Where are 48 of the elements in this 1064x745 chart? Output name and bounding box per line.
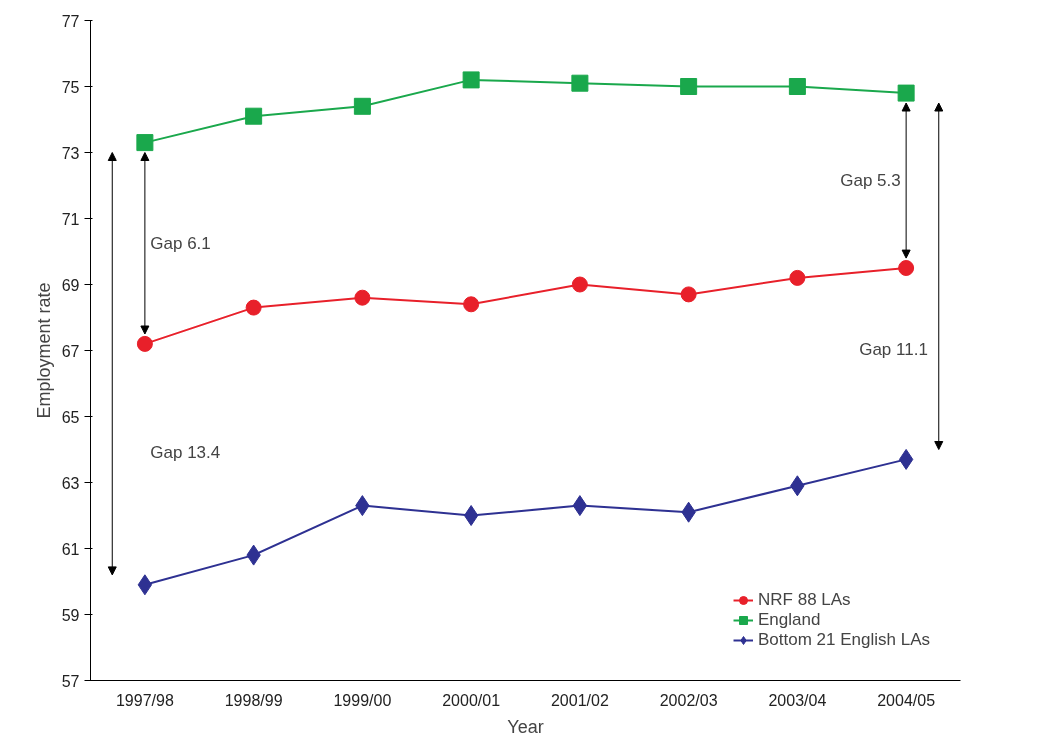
y-tick-label: 63 [61, 474, 80, 492]
point [245, 107, 263, 125]
y-tick-label: 65 [61, 408, 80, 426]
point [898, 260, 915, 276]
point [136, 335, 153, 352]
point [789, 269, 806, 286]
point [788, 78, 806, 95]
annotation: Gap 5.3 [840, 171, 901, 191]
legend-label: Bottom 21 English LAs [758, 630, 930, 650]
x-tick-label: 2001/02 [550, 691, 609, 709]
point [897, 84, 915, 102]
point [571, 276, 588, 293]
annotation: Gap 11.1 [859, 340, 928, 360]
y-tick-label: 69 [61, 276, 80, 294]
y-axis-title: Employment rate [33, 282, 54, 419]
annotation: Gap 13.4 [150, 442, 221, 462]
x-tick-label: 1997/98 [115, 691, 174, 709]
point [898, 448, 914, 470]
y-tick-label: 77 [61, 12, 80, 30]
point [680, 78, 698, 95]
x-tick-label: 1998/99 [224, 691, 283, 709]
point [463, 296, 480, 313]
y-tick-label: 59 [61, 606, 80, 624]
y-tick-label: 67 [61, 342, 80, 360]
y-tick-label: 71 [61, 210, 80, 228]
point [463, 505, 479, 526]
point [137, 574, 153, 596]
x-tick-label: 2003/04 [768, 691, 827, 709]
point [572, 495, 588, 517]
x-tick-label: 2004/05 [877, 691, 936, 709]
point [462, 71, 480, 89]
legend-label: England [758, 610, 821, 630]
point [571, 74, 589, 92]
x-tick-label: 2002/03 [659, 691, 718, 709]
y-tick-label: 73 [61, 144, 80, 162]
point [354, 289, 371, 306]
point [136, 134, 154, 152]
x-tick-label: 2000/01 [442, 691, 501, 709]
point [680, 286, 697, 303]
y-tick-label: 61 [61, 540, 80, 558]
point [353, 97, 371, 115]
legend-label: NRF 88 LAs [758, 590, 851, 610]
y-tick-label: 57 [61, 672, 80, 690]
x-axis-title: Year [507, 716, 544, 737]
point [245, 299, 262, 316]
y-tick-label: 75 [61, 78, 80, 96]
annotation: Gap 6.1 [150, 233, 211, 253]
x-tick-label: 1999/00 [333, 691, 392, 709]
